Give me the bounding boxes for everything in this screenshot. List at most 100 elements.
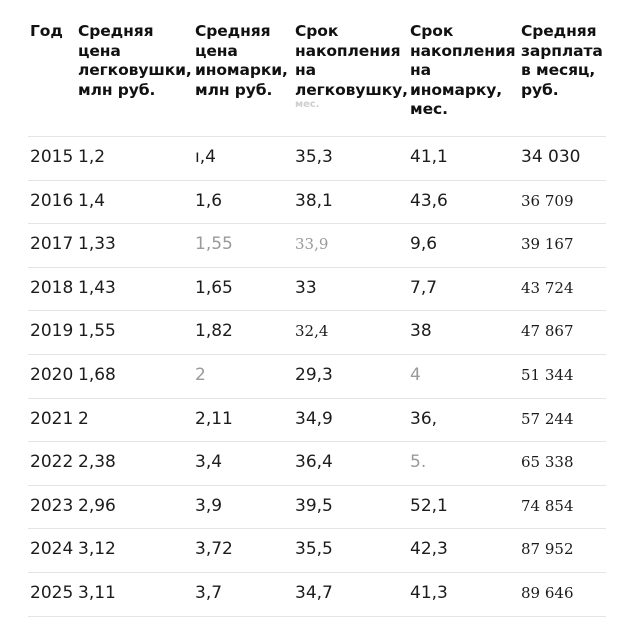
header-line: Срок	[295, 22, 339, 40]
cell-save-car: 34,9	[295, 409, 333, 429]
cell-save-car: 39,5	[295, 496, 333, 516]
header-line: легковушки,	[78, 61, 192, 79]
cell-save-foreign: 52,1	[410, 496, 448, 516]
cell-save-foreign: 41,3	[410, 583, 448, 603]
cell-year: 2015	[30, 147, 74, 167]
cell-price-car: 2,38	[78, 452, 116, 472]
header-year: Год	[30, 22, 63, 42]
header-line: Срок	[410, 22, 454, 40]
cell-price-car: 2	[78, 409, 89, 429]
header-line: Год	[30, 22, 63, 40]
cell-salary: 39 167	[521, 235, 574, 253]
cell-price-car: 1,4	[78, 191, 106, 211]
header-line: Средняя	[195, 22, 271, 40]
cell-save-car: 38,1	[295, 191, 333, 211]
cell-price-car: 1,43	[78, 278, 116, 298]
row-divider	[28, 136, 606, 137]
cell-save-foreign: 41,1	[410, 147, 448, 167]
header-price-foreign: Средняя цена иномарки, млн руб.	[195, 22, 288, 100]
header-line: млн руб.	[78, 80, 156, 99]
header-line: цена	[195, 41, 238, 60]
header-line: зарплата	[521, 41, 603, 60]
header-line: Средняя	[78, 22, 154, 40]
header-salary: Средняя зарплата в месяц, руб.	[521, 22, 603, 100]
header-line: на	[295, 61, 316, 79]
cell-salary: 87 952	[521, 540, 574, 558]
cell-salary: 74 854	[521, 497, 574, 515]
cell-price-foreign: 3,72	[195, 539, 233, 559]
header-line: на	[410, 61, 431, 79]
row-divider	[28, 572, 606, 573]
cell-save-car: 36,4	[295, 452, 333, 472]
cell-save-foreign: 43,6	[410, 191, 448, 211]
cell-price-foreign: 1,6	[195, 191, 223, 211]
header-line: иномарки,	[195, 61, 288, 79]
cell-price-foreign: 1,55	[195, 234, 233, 254]
row-divider	[28, 528, 606, 529]
header-line: цена	[78, 41, 121, 60]
cell-year: 2024	[30, 539, 74, 559]
cell-save-foreign: 5.	[410, 452, 427, 472]
cell-salary: 57 244	[521, 410, 574, 428]
row-divider	[28, 180, 606, 181]
cell-save-car: 33,9	[295, 235, 329, 253]
cell-price-car: 1,68	[78, 365, 116, 385]
header-save-car: Срок накопления на легковушку, мес.	[295, 22, 408, 110]
cell-salary: 36 709	[521, 192, 574, 210]
cell-price-foreign: 2,11	[195, 409, 233, 429]
row-divider	[28, 441, 606, 442]
cell-salary: 89 646	[521, 584, 574, 602]
cell-save-foreign: 42,3	[410, 539, 448, 559]
cell-price-foreign: 1,65	[195, 278, 233, 298]
cell-save-car: 29,3	[295, 365, 333, 385]
cell-price-foreign: 3,7	[195, 583, 223, 603]
header-price-car: Средняя цена легковушки, млн руб.	[78, 22, 192, 100]
cell-save-foreign: 4	[410, 365, 421, 385]
header-save-foreign: Срок накопления на иномарку, мес.	[410, 22, 516, 120]
cell-price-foreign: 1,82	[195, 321, 233, 341]
header-line: иномарку,	[410, 80, 503, 99]
row-divider	[28, 616, 606, 617]
cell-price-foreign: 2	[195, 365, 206, 385]
header-line-faded: мес.	[295, 100, 320, 110]
cell-save-foreign: 36,	[410, 409, 438, 429]
cell-save-car: 32,4	[295, 322, 329, 340]
cell-year: 2025	[30, 583, 74, 603]
cell-year: 2022	[30, 452, 74, 472]
row-divider	[28, 485, 606, 486]
header-line: руб.	[521, 80, 559, 99]
header-line: легковушку,	[295, 80, 408, 99]
header-line: в месяц,	[521, 61, 596, 79]
header-line: млн руб.	[195, 80, 273, 99]
cell-year: 2016	[30, 191, 74, 211]
cell-salary: 43 724	[521, 279, 574, 297]
cell-salary: 47 867	[521, 322, 574, 340]
cell-price-foreign: 3,4	[195, 452, 223, 472]
row-divider	[28, 398, 606, 399]
header-line: Средняя	[521, 22, 597, 40]
cell-price-car: 1,33	[78, 234, 116, 254]
cell-price-car: 3,12	[78, 539, 116, 559]
cell-price-foreign: 3,9	[195, 496, 223, 516]
cell-price-car: 1,55	[78, 321, 116, 341]
cell-year: 2018	[30, 278, 74, 298]
cell-save-car: 33	[295, 278, 317, 298]
cell-year: 2019	[30, 321, 74, 341]
cell-price-foreign: ı,4	[195, 147, 216, 167]
header-line: накопления	[295, 41, 401, 60]
cell-salary: 51 344	[521, 366, 574, 384]
cell-year: 2020	[30, 365, 74, 385]
cell-save-car: 34,7	[295, 583, 333, 603]
cell-save-car: 35,5	[295, 539, 333, 559]
row-divider	[28, 223, 606, 224]
cell-price-car: 3,11	[78, 583, 116, 603]
row-divider	[28, 310, 606, 311]
header-line: накопления	[410, 41, 516, 60]
cell-year: 2017	[30, 234, 74, 254]
cell-save-foreign: 38	[410, 321, 432, 341]
cell-year: 2021	[30, 409, 74, 429]
row-divider	[28, 267, 606, 268]
cell-price-car: 1,2	[78, 147, 106, 167]
header-line: мес.	[410, 100, 448, 118]
